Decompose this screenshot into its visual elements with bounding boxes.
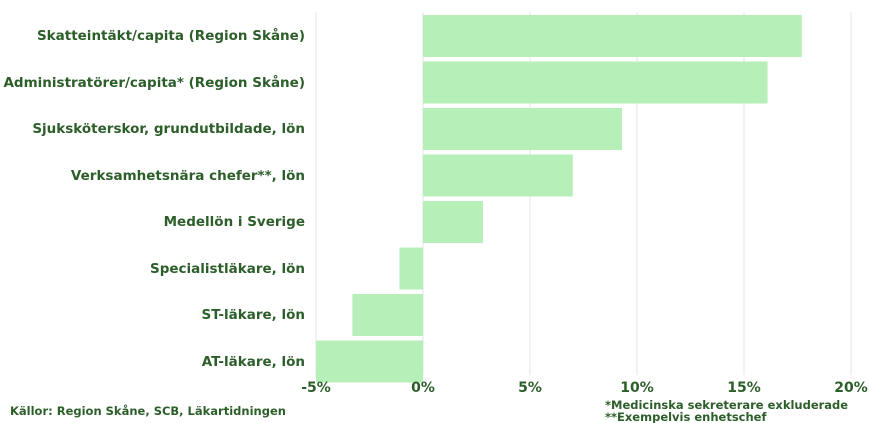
bar: [423, 108, 623, 150]
category-label: Skatteintäkt/capita (Region Skåne): [36, 28, 305, 44]
category-label: ST-läkare, lön: [201, 307, 305, 323]
bar: [423, 15, 802, 57]
footnote-2: **Exempelvis enhetschef: [605, 410, 767, 423]
category-label: AT-läkare, lön: [201, 353, 305, 370]
x-tick-label: 10%: [620, 380, 654, 396]
category-label: Administratörer/capita* (Region Skåne): [3, 74, 305, 91]
category-label: Specialistläkare, lön: [149, 260, 305, 277]
bar: [423, 61, 768, 104]
footnote-1: *Medicinska sekreterare exkluderade: [605, 399, 849, 412]
category-label: Sjuksköterskor, grundutbildade, lön: [32, 121, 305, 137]
bar: [399, 247, 423, 290]
x-tick-label: -5%: [301, 380, 331, 396]
category-label: Medellön i Sverige: [163, 214, 305, 230]
bar: [423, 201, 483, 243]
bar: [352, 294, 423, 336]
bar: [423, 154, 573, 197]
x-tick-label: 20%: [834, 380, 868, 396]
bar: [316, 340, 423, 383]
source-note: Källor: Region Skåne, SCB, Läkartidninge…: [10, 404, 286, 418]
x-tick-label: 0%: [411, 380, 435, 396]
category-label: Verksamhetsnära chefer**, lön: [70, 167, 305, 184]
x-tick-label: 15%: [727, 380, 761, 396]
x-tick-label: 5%: [518, 380, 542, 396]
footnotes: *Medicinska sekreterare exkluderade **Ex…: [605, 399, 867, 423]
